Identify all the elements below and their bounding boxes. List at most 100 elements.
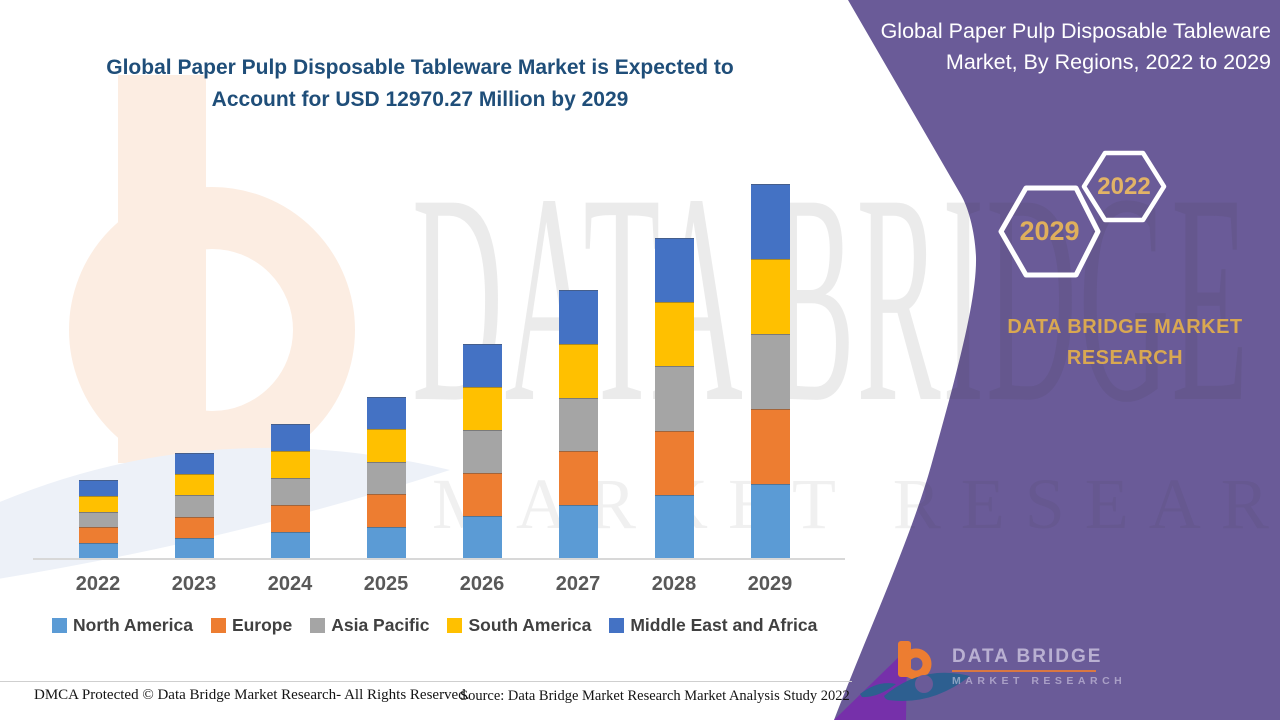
x-axis-label-2026: 2026 <box>459 573 505 595</box>
stacked-bar-2026 <box>462 344 502 559</box>
segment-south-america-2025 <box>366 429 406 462</box>
stacked-bar-2027 <box>558 290 598 559</box>
segment-asia-pacific-2026 <box>462 430 502 474</box>
x-axis-label-2029: 2029 <box>747 573 793 595</box>
segment-north-america-2025 <box>366 526 406 559</box>
badge-year-label: 2022 <box>1097 172 1151 200</box>
x-axis-label-2023: 2023 <box>171 573 217 595</box>
bar-column-2028 <box>626 183 722 559</box>
segment-south-america-2028 <box>654 302 694 367</box>
x-axis-label-2027: 2027 <box>555 573 601 595</box>
hexagon-badge-2022: 2022 <box>1081 150 1167 223</box>
segment-europe-2027 <box>558 451 598 506</box>
logo-subtitle-text: MARKET RESEARCH <box>952 675 1127 687</box>
segment-south-america-2026 <box>462 387 502 431</box>
segment-europe-2029 <box>750 409 790 485</box>
logo-b-bowl <box>900 648 932 680</box>
segment-asia-pacific-2022 <box>78 511 118 528</box>
company-logo <box>860 641 970 701</box>
stacked-bar-2023 <box>174 453 214 559</box>
legend-label: Asia Pacific <box>331 615 430 635</box>
x-axis-line <box>33 558 845 560</box>
segment-north-america-2028 <box>654 494 694 559</box>
x-axis-labels: 2022 2023 2024 2025 2026 2027 2028 2029 <box>50 573 818 596</box>
legend-item-south-america: South America <box>447 615 591 636</box>
segment-north-america-2029 <box>750 484 790 559</box>
segment-asia-pacific-2023 <box>174 495 214 517</box>
segment-asia-pacific-2025 <box>366 461 406 495</box>
segment-middle-east-and-africa-2028 <box>654 238 694 303</box>
segment-europe-2028 <box>654 430 694 495</box>
logo-underline <box>952 670 1096 672</box>
segment-south-america-2022 <box>78 495 118 512</box>
segment-europe-2022 <box>78 527 118 544</box>
segment-asia-pacific-2029 <box>750 334 790 410</box>
legend-item-middle-east-and-africa: Middle East and Africa <box>609 615 817 636</box>
x-axis-label-2028: 2028 <box>651 573 697 595</box>
legend-swatch-icon <box>609 618 625 633</box>
stacked-bar-2028 <box>654 238 694 559</box>
hexagon-badge-2029: 2029 <box>998 185 1101 278</box>
segment-europe-2024 <box>270 505 310 532</box>
segment-south-america-2029 <box>750 259 790 335</box>
segment-north-america-2024 <box>270 532 310 559</box>
segment-middle-east-and-africa-2029 <box>750 184 790 260</box>
segment-south-america-2024 <box>270 451 310 478</box>
bar-column-2022 <box>50 183 146 559</box>
segment-middle-east-and-africa-2024 <box>270 424 310 451</box>
badge-year-label: 2029 <box>1019 216 1080 246</box>
legend-label: Middle East and Africa <box>630 615 818 635</box>
chart-legend: North America Europe Asia Pacific South Ame… <box>52 615 852 636</box>
legend-item-asia-pacific: Asia Pacific <box>310 615 429 636</box>
bar-column-2027 <box>530 183 626 559</box>
legend-swatch-icon <box>310 618 326 633</box>
logo-name-text: DATA BRIDGE <box>952 646 1103 667</box>
stacked-bar-2024 <box>270 424 310 559</box>
legend-label: Europe <box>231 615 293 635</box>
bar-column-2029 <box>722 183 818 559</box>
bar-column-2024 <box>242 183 338 559</box>
stacked-bar-2025 <box>366 397 406 559</box>
segment-north-america-2022 <box>78 543 118 559</box>
segment-asia-pacific-2028 <box>654 366 694 431</box>
segment-middle-east-and-africa-2023 <box>174 453 214 475</box>
faint-b-bowl <box>69 187 355 473</box>
legend-swatch-icon <box>447 618 463 633</box>
hexagon-outline-icon <box>998 185 1101 278</box>
legend-item-europe: Europe <box>210 615 293 636</box>
legend-swatch-icon <box>210 618 226 633</box>
bars-row <box>50 183 818 559</box>
side-panel-shape <box>834 0 1280 720</box>
segment-asia-pacific-2027 <box>558 397 598 452</box>
bar-column-2023 <box>146 183 242 559</box>
x-axis-label-2025: 2025 <box>363 573 409 595</box>
segment-north-america-2027 <box>558 505 598 559</box>
chart-title: Global Paper Pulp Disposable Tableware M… <box>106 56 734 111</box>
segment-north-america-2026 <box>462 516 502 559</box>
legend-swatch-icon <box>52 618 67 633</box>
logo-swoosh-tail <box>860 683 896 698</box>
logo-wordmark: DATA BRIDGE MARKET RESEARCH <box>952 646 1162 687</box>
segment-north-america-2023 <box>174 537 214 559</box>
footer-divider <box>0 681 852 682</box>
segment-asia-pacific-2024 <box>270 478 310 505</box>
side-panel-accent-triangle <box>834 649 907 720</box>
legend-item-north-america: North America <box>52 615 193 636</box>
segment-europe-2025 <box>366 494 406 527</box>
segment-south-america-2027 <box>558 343 598 398</box>
logo-swoosh-hole <box>915 675 933 693</box>
panel-title: Global Paper Pulp Disposable Tableware M… <box>880 19 1271 74</box>
segment-middle-east-and-africa-2025 <box>366 397 406 430</box>
x-axis-label-2022: 2022 <box>75 573 121 595</box>
dmca-notice: DMCA Protected © Data Bridge Market Rese… <box>34 687 470 703</box>
hexagon-outline-icon <box>1081 150 1167 223</box>
segment-middle-east-and-africa-2027 <box>558 290 598 344</box>
segment-south-america-2023 <box>174 474 214 496</box>
segment-middle-east-and-africa-2022 <box>78 480 118 496</box>
source-note: Source: Data Bridge Market Research Mark… <box>460 688 850 704</box>
bar-column-2026 <box>434 183 530 559</box>
legend-label: South America <box>468 615 592 635</box>
legend-label: North America <box>73 615 193 635</box>
